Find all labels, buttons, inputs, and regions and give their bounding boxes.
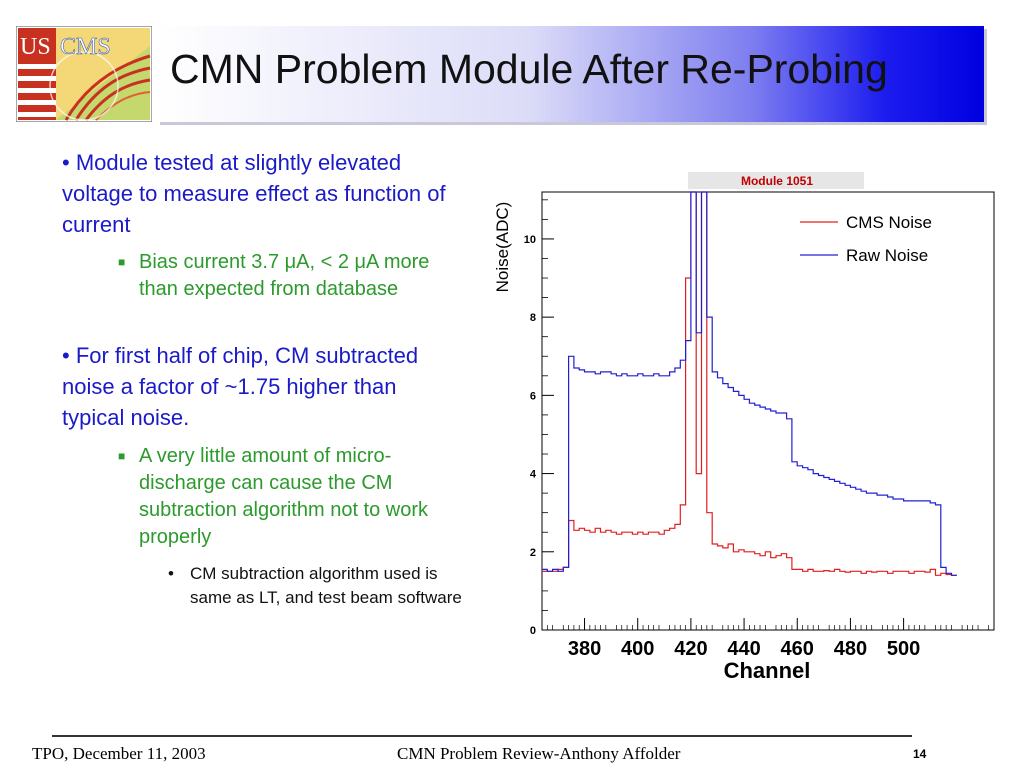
bullet-bias-current: ■ Bias current 3.7 μA, < 2 μA more than …: [118, 249, 468, 303]
footer-date: TPO, December 11, 2003: [32, 744, 206, 763]
x-tick-label: 400: [621, 638, 654, 660]
footer-divider: [52, 735, 912, 737]
legend-label: Raw Noise: [846, 246, 928, 265]
y-tick-label: 8: [530, 312, 536, 324]
x-tick-label: 420: [674, 638, 707, 660]
legend-label: CMS Noise: [846, 213, 932, 232]
square-bullet-icon: ■: [118, 449, 126, 463]
series-raw-noise: [542, 191, 957, 576]
slide-title: CMN Problem Module After Re-Probing: [170, 46, 888, 92]
x-tick-label: 380: [568, 638, 601, 660]
x-tick-label: 480: [834, 638, 867, 660]
chart-title-box: [688, 172, 864, 189]
dot-bullet-icon: •: [168, 564, 174, 583]
bullet-micro-discharge-text: A very little amount of micro-discharge …: [139, 445, 429, 548]
y-tick-label: 2: [530, 547, 536, 559]
plot-frame: [541, 191, 995, 631]
x-axis: 380 400 420 440 460 480 500: [546, 618, 990, 660]
bullet-micro-discharge: ■ A very little amount of micro-discharg…: [118, 443, 468, 551]
x-tick-label: 460: [781, 638, 814, 660]
noise-histogram-chart: Module 1051 0 2 4 6 8 10 380 400 420 440 460 480 50…: [493, 172, 995, 683]
y-tick-label: 10: [524, 234, 536, 246]
series-cms-noise: [542, 191, 957, 576]
x-tick-label: 500: [887, 638, 920, 660]
page-number: 14: [913, 747, 927, 761]
y-tick-label: 4: [530, 469, 537, 481]
x-tick-label: 440: [727, 638, 760, 660]
footer-title: CMN Problem Review-Anthony Affolder: [397, 744, 681, 763]
bullet-cm-algorithm-text: CM subtraction algorithm used is same as…: [190, 564, 462, 607]
chart-legend: CMS Noise Raw Noise: [800, 213, 932, 265]
series-lines: [542, 191, 957, 576]
title-bar: [157, 26, 984, 122]
x-axis-label: Channel: [724, 658, 811, 683]
logo-us-text: US: [20, 34, 51, 60]
y-tick-label: 6: [530, 390, 536, 402]
bullet-voltage-test: • Module tested at slightly elevated vol…: [62, 150, 446, 237]
square-bullet-icon: ■: [118, 255, 126, 269]
us-cms-logo: US CMS: [16, 26, 152, 122]
bullet-first-half-chip: • For first half of chip, CM subtracted …: [62, 343, 419, 430]
chart-title: Module 1051: [741, 174, 813, 188]
bullet-cm-algorithm: • CM subtraction algorithm used is same …: [168, 562, 468, 610]
y-axis: 0 2 4 6 8 10: [524, 199, 554, 637]
bullet-bias-current-text: Bias current 3.7 μA, < 2 μA more than ex…: [139, 251, 430, 300]
logo-cms-text: CMS: [60, 34, 111, 60]
y-axis-label: Noise(ADC): [493, 202, 512, 293]
y-tick-label: 0: [530, 625, 536, 637]
